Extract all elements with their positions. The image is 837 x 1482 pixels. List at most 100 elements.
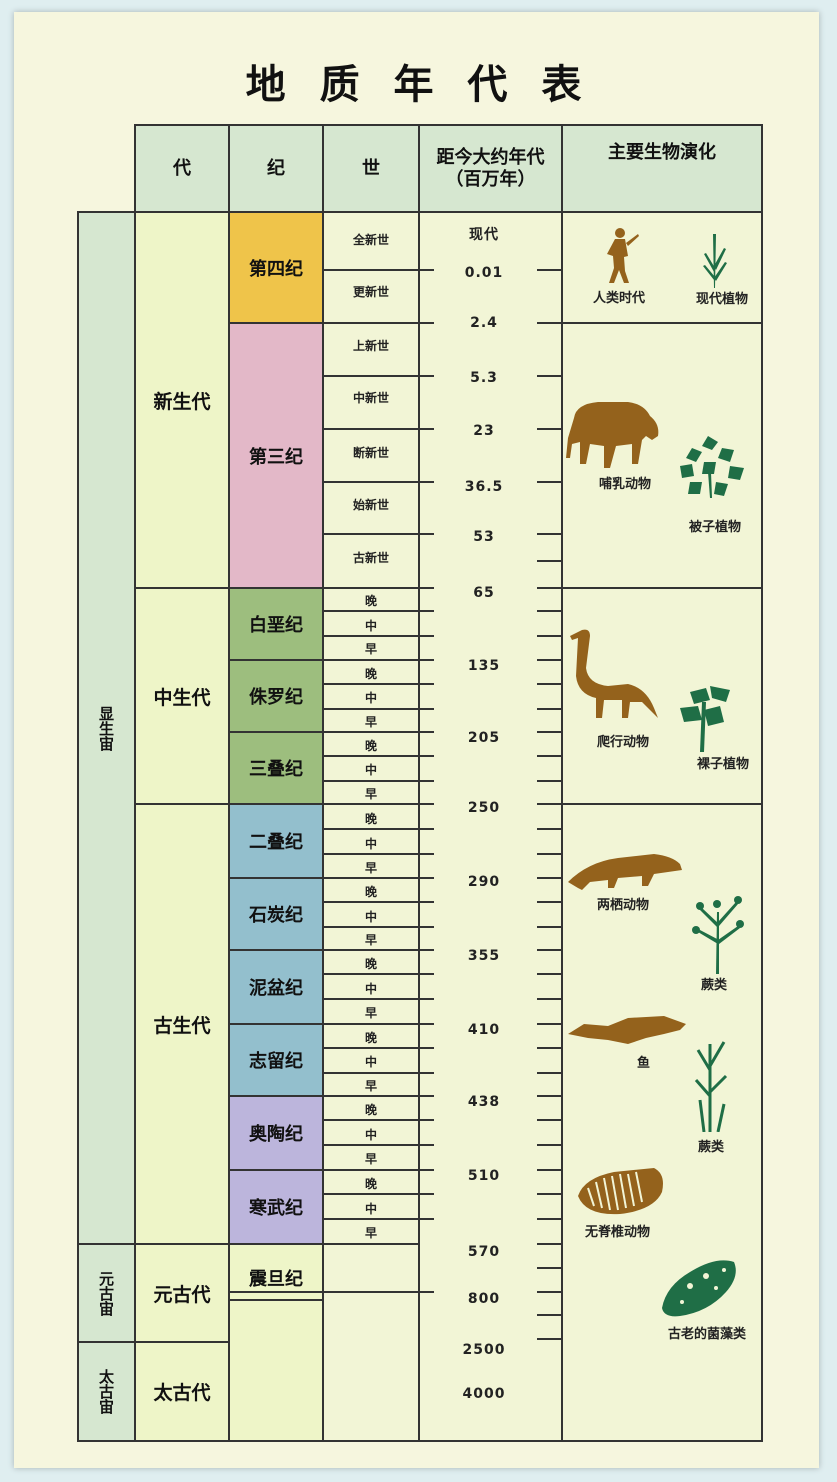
epoch-miocene: 中新世 bbox=[352, 390, 389, 405]
age-tick bbox=[537, 1291, 563, 1293]
epoch-middle: 中 bbox=[364, 909, 377, 924]
age-label: 510 bbox=[467, 1168, 501, 1184]
age-label: 250 bbox=[467, 800, 501, 816]
era-proterozoic: 元古代 bbox=[134, 1243, 230, 1343]
period-jurassic: 侏罗纪 bbox=[228, 659, 324, 733]
life-label: 两栖动物 bbox=[597, 898, 650, 913]
age-tick bbox=[537, 1023, 563, 1025]
age-column bbox=[418, 211, 563, 1442]
header-age-line2: （百万年） bbox=[445, 168, 536, 190]
age-tick bbox=[537, 998, 563, 1000]
epoch-early: 早 bbox=[364, 1078, 377, 1093]
age-tick bbox=[537, 635, 563, 637]
age-tick bbox=[537, 659, 563, 661]
human-icon bbox=[607, 228, 639, 283]
era-cenozoic: 新生代 bbox=[134, 211, 230, 589]
epoch-late: 晚 bbox=[364, 1030, 377, 1045]
epoch-early: 早 bbox=[364, 714, 377, 729]
period-ordovician: 奥陶纪 bbox=[228, 1095, 324, 1171]
age-label: 现代 bbox=[469, 227, 499, 243]
epoch-late: 晚 bbox=[364, 956, 377, 971]
age-tick bbox=[537, 533, 563, 535]
age-tick bbox=[537, 322, 563, 324]
age-tick bbox=[537, 803, 563, 805]
age-tick bbox=[537, 560, 563, 562]
age-tick bbox=[537, 683, 563, 685]
epoch-late: 晚 bbox=[364, 1102, 377, 1117]
epoch-paleocene: 古新世 bbox=[352, 550, 389, 565]
age-tick bbox=[537, 1243, 563, 1245]
period-devonian: 泥盆纪 bbox=[228, 949, 324, 1025]
age-tick bbox=[537, 708, 563, 710]
age-label: 205 bbox=[467, 730, 501, 746]
period-cambrian: 寒武纪 bbox=[228, 1169, 324, 1245]
age-tick bbox=[537, 755, 563, 757]
eon-phanerozoic-label: 显生宙 bbox=[97, 705, 115, 751]
period-blank bbox=[228, 1299, 324, 1442]
epoch-holocene: 全新世 bbox=[352, 232, 389, 247]
life-label: 人类时代 bbox=[593, 291, 646, 306]
age-label: 800 bbox=[467, 1291, 501, 1307]
age-label: 410 bbox=[467, 1022, 501, 1038]
life-label: 爬行动物 bbox=[597, 735, 650, 750]
epoch-pleistocene: 更新世 bbox=[352, 284, 389, 299]
age-label: 135 bbox=[467, 658, 501, 674]
age-tick bbox=[537, 1169, 563, 1171]
epoch-early: 早 bbox=[364, 860, 377, 875]
age-label: 570 bbox=[467, 1244, 501, 1260]
age-tick bbox=[537, 587, 563, 589]
age-label: 36.5 bbox=[464, 479, 504, 495]
dinosaur-icon bbox=[570, 629, 658, 718]
age-tick bbox=[537, 481, 563, 483]
gymnosperm-icon bbox=[680, 686, 730, 752]
age-tick bbox=[537, 877, 563, 879]
era-mesozoic: 中生代 bbox=[134, 587, 230, 805]
epoch-early: 早 bbox=[364, 1225, 377, 1240]
algae-icon bbox=[662, 1260, 736, 1317]
epoch-early: 早 bbox=[364, 786, 377, 801]
eon-proterozoic-label: 元古宙 bbox=[97, 1270, 115, 1316]
era-archean: 太古代 bbox=[134, 1341, 230, 1442]
age-label: 2500 bbox=[462, 1342, 506, 1358]
epoch-late: 晚 bbox=[364, 884, 377, 899]
epoch-middle: 中 bbox=[364, 981, 377, 996]
epoch-early: 早 bbox=[364, 1005, 377, 1020]
age-label: 65 bbox=[473, 585, 495, 601]
life-label: 古老的菌藻类 bbox=[668, 1327, 747, 1342]
header-life: 主要生物演化 bbox=[561, 124, 763, 213]
eon-phanerozoic: 显生宙 bbox=[77, 211, 136, 1245]
epoch-late: 晚 bbox=[364, 666, 377, 681]
age-tick bbox=[537, 780, 563, 782]
life-label: 无脊椎动物 bbox=[585, 1225, 651, 1240]
epoch-late: 晚 bbox=[364, 811, 377, 826]
epoch-middle: 中 bbox=[364, 762, 377, 777]
eon-archean: 太古宙 bbox=[77, 1341, 136, 1442]
age-label: 290 bbox=[467, 874, 501, 890]
epoch-early: 早 bbox=[364, 1151, 377, 1166]
age-label: 355 bbox=[467, 948, 501, 964]
epoch-late: 晚 bbox=[364, 593, 377, 608]
epoch-middle: 中 bbox=[364, 1201, 377, 1216]
life-label: 鱼 bbox=[637, 1056, 651, 1071]
eon-archean-label: 太古宙 bbox=[97, 1369, 115, 1414]
life-label: 哺乳动物 bbox=[599, 477, 652, 492]
age-tick bbox=[537, 1267, 563, 1269]
age-tick bbox=[537, 1218, 563, 1220]
age-label: 2.4 bbox=[470, 315, 498, 331]
header-age: 距今大约年代 （百万年） bbox=[418, 124, 563, 213]
age-tick bbox=[537, 731, 563, 733]
epoch-oligocene: 断新世 bbox=[352, 445, 389, 460]
mammal-icon bbox=[566, 402, 659, 468]
fern-icon bbox=[692, 896, 744, 974]
epoch-middle: 中 bbox=[364, 618, 377, 633]
age-label: 23 bbox=[473, 423, 495, 439]
header-era: 代 bbox=[134, 124, 230, 213]
angiosperm-icon bbox=[680, 436, 744, 498]
epoch-middle: 中 bbox=[364, 690, 377, 705]
period-tertiary: 第三纪 bbox=[228, 322, 324, 589]
header-epoch: 世 bbox=[322, 124, 420, 213]
life-label: 裸子植物 bbox=[697, 757, 750, 772]
age-tick bbox=[537, 375, 563, 377]
amphibian-icon bbox=[568, 854, 682, 890]
age-tick bbox=[537, 1072, 563, 1074]
